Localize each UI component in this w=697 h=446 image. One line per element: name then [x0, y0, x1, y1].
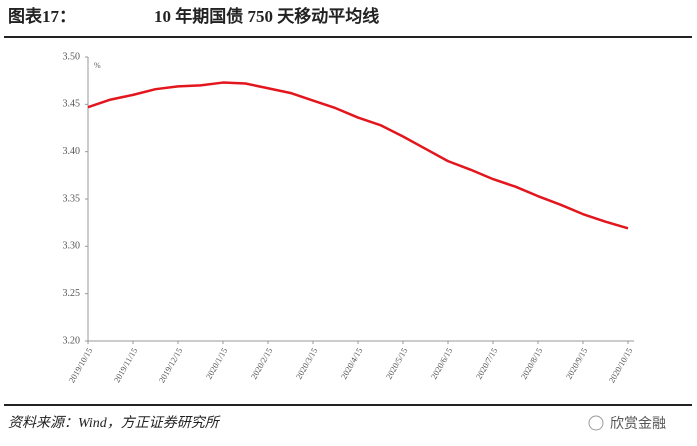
- figure-label: 图表17：: [8, 6, 76, 26]
- unit-label: %: [94, 61, 101, 70]
- y-tick-label: 3.40: [63, 146, 81, 157]
- x-tick-label: 2020/5/15: [384, 346, 410, 381]
- x-tick-label: 2020/6/15: [429, 346, 455, 381]
- y-tick-label: 3.30: [63, 241, 81, 252]
- x-tick-label: 2020/10/15: [606, 346, 634, 385]
- y-tick-label: 3.25: [63, 288, 81, 299]
- x-tick-label: 2020/1/15: [204, 346, 230, 381]
- x-tick-label: 2020/9/15: [564, 346, 590, 381]
- x-tick-label: 2019/10/15: [66, 346, 94, 385]
- y-tick-label: 3.20: [63, 335, 81, 346]
- x-tick-label: 2020/3/15: [294, 346, 320, 381]
- y-tick-label: 3.35: [63, 193, 81, 204]
- source-note: 资料来源：Wind，方正证券研究所: [8, 415, 221, 431]
- chart-title: 10 年期国债 750 天移动平均线: [154, 6, 379, 26]
- watermark-icon: [588, 415, 604, 431]
- y-tick-label: 3.45: [63, 99, 81, 110]
- x-tick-label: 2019/11/15: [112, 346, 140, 384]
- x-tick-label: 2020/8/15: [519, 346, 545, 381]
- line-series: [87, 81, 629, 230]
- x-tick-label: 2019/12/15: [156, 346, 184, 385]
- x-tick-label: 2020/7/15: [474, 346, 500, 381]
- x-tick-label: 2020/2/15: [249, 346, 275, 381]
- x-tick-label: 2020/4/15: [339, 346, 365, 381]
- watermark: 欣赏金融: [610, 416, 666, 432]
- y-tick-label: 3.50: [63, 51, 81, 62]
